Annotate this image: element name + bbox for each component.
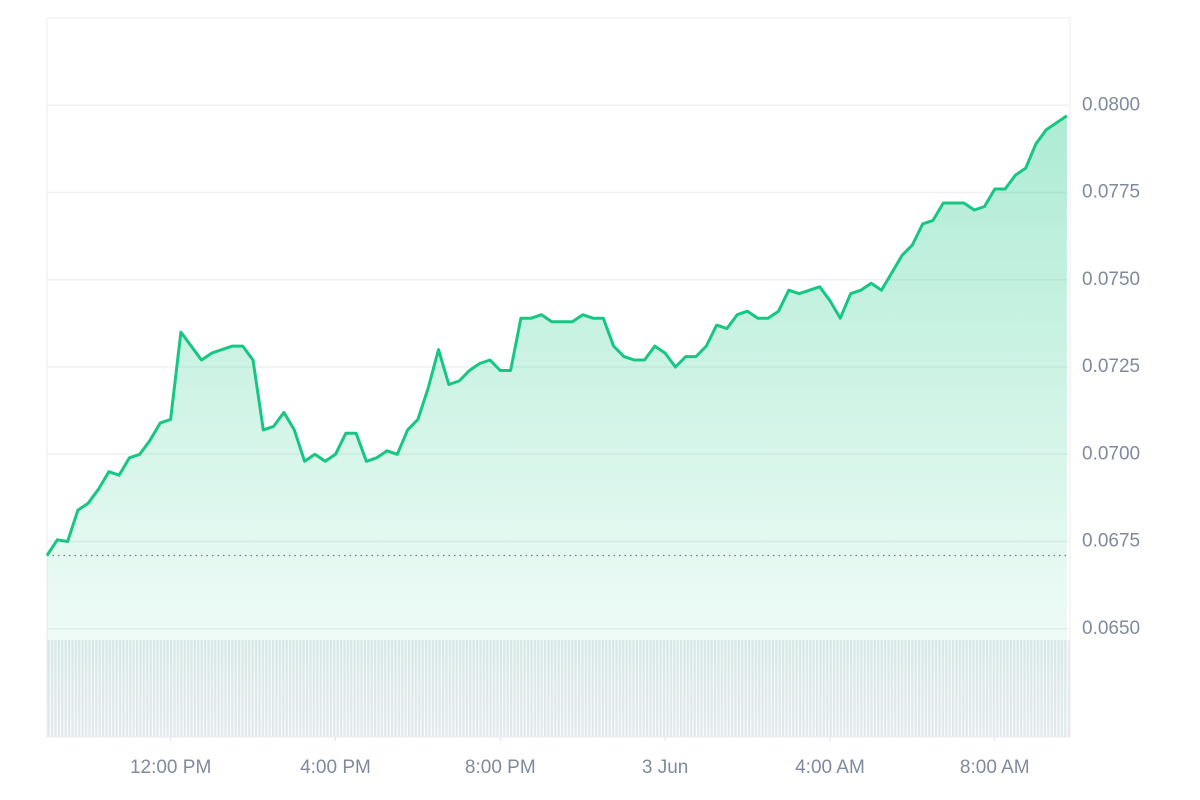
x-tick-label: 4:00 PM	[300, 757, 371, 778]
y-tick-label: 0.0700	[1082, 443, 1140, 464]
x-tick-label: 4:00 AM	[795, 757, 865, 778]
price-line	[45, 114, 1068, 557]
y-tick-label: 0.0725	[1082, 356, 1140, 377]
x-tick-label: 8:00 AM	[960, 757, 1030, 778]
y-tick-label: 0.0775	[1082, 182, 1140, 203]
x-tick-label: 8:00 PM	[465, 757, 536, 778]
x-tick-label: 12:00 PM	[130, 757, 211, 778]
y-tick-label: 0.0675	[1082, 531, 1140, 552]
y-tick-label: 0.0750	[1082, 269, 1140, 290]
x-tick-label: 3 Jun	[642, 757, 688, 778]
y-tick-label: 0.0800	[1082, 94, 1140, 115]
area	[47, 115, 1067, 737]
y-tick-label: 0.0650	[1082, 618, 1140, 639]
